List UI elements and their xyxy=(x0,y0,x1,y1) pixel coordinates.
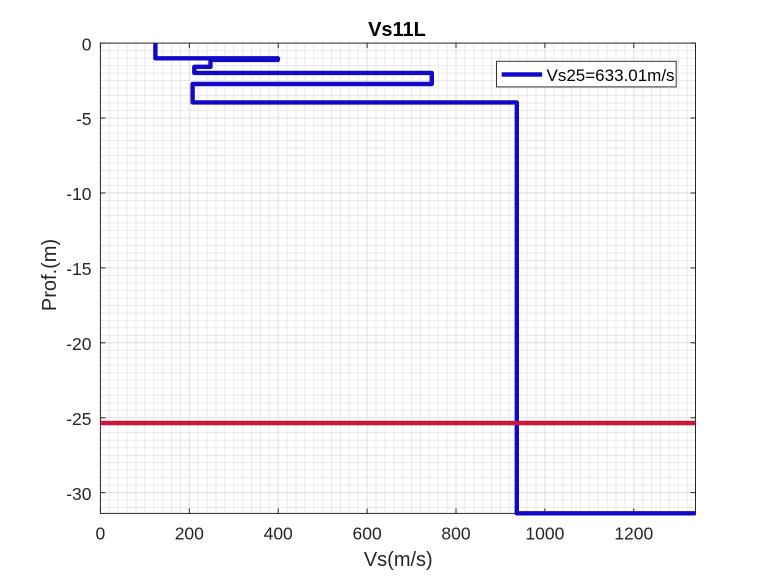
svg-text:Prof.(m): Prof.(m) xyxy=(39,239,61,311)
svg-text:-25: -25 xyxy=(66,409,91,429)
svg-text:-10: -10 xyxy=(66,184,92,204)
svg-text:Vs11L: Vs11L xyxy=(368,19,426,41)
svg-text:0: 0 xyxy=(82,34,92,54)
svg-text:Vs25=633.01m/s: Vs25=633.01m/s xyxy=(547,66,675,85)
svg-text:600: 600 xyxy=(352,523,381,543)
svg-text:-20: -20 xyxy=(66,334,92,354)
svg-text:-30: -30 xyxy=(66,484,92,504)
svg-text:0: 0 xyxy=(96,523,106,543)
svg-text:1200: 1200 xyxy=(614,523,653,543)
svg-text:1000: 1000 xyxy=(525,523,564,543)
svg-text:800: 800 xyxy=(441,523,470,543)
svg-text:200: 200 xyxy=(175,523,204,543)
svg-text:Vs(m/s): Vs(m/s) xyxy=(364,549,433,571)
svg-text:-15: -15 xyxy=(66,259,91,279)
svg-text:400: 400 xyxy=(264,523,293,543)
svg-text:-5: -5 xyxy=(76,109,92,129)
